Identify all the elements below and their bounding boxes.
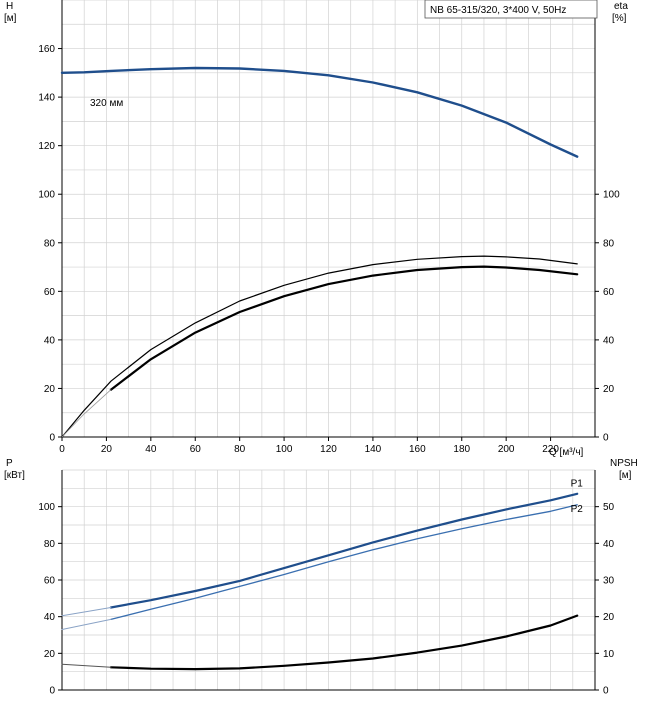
chart-title-box [424,0,598,19]
y-left-tick-label: 60 [44,287,56,298]
y-left-tick-label: 100 [38,502,55,513]
x-tick-label: 120 [320,444,337,455]
y-left-tick-label: 0 [49,686,55,697]
y-right-tick-label: 50 [603,502,615,513]
y-left-tick-label: 60 [44,576,56,587]
y-right-tick-label: 20 [603,612,615,623]
y-right-tick-label: 100 [603,190,620,201]
y-right-tick-label: 10 [603,649,615,660]
x-tick-label: 0 [59,444,65,455]
x-tick-label: 180 [453,444,470,455]
series-line [60,66,579,158]
bottom-chart-ticks: 0 20 40 60 80 100 0 10 20 30 40 50 [38,502,614,696]
series-line [110,504,578,621]
y-left-tick-label: 40 [44,335,56,346]
series-line [61,663,112,668]
y-right-tick-label: 0 [603,686,609,697]
x-tick-label: 80 [234,444,246,455]
bottom-chart-curves: P1 P2 [61,479,584,671]
top-y-left-unit: [м] [4,13,17,24]
y-left-tick-label: 120 [38,141,55,152]
chart-title: NB 65-315/320, 3*400 V, 50Hz [430,5,566,16]
top-chart-grid [61,0,596,438]
series-line [109,614,579,671]
top-y-right-label: eta [614,1,628,12]
bottom-y-right-unit: [м] [619,470,632,481]
y-left-tick-label: 0 [49,433,55,444]
y-left-tick-label: 100 [38,190,55,201]
series-label: P1 [571,479,584,490]
top-y-right-unit: [%] [612,13,627,24]
y-left-tick-label: 160 [38,44,55,55]
y-right-tick-label: 0 [603,433,609,444]
series-label: P2 [571,504,584,515]
x-tick-label: 220 [542,444,559,455]
series-line [109,265,579,391]
y-right-tick-label: 40 [603,539,615,550]
y-left-tick-label: 80 [44,539,56,550]
y-left-tick-label: 80 [44,238,56,249]
top-chart-ticks: 0 20 40 60 80 100 120 140 160 0 20 40 60 80 100 0 20 40 60… [38,44,620,455]
y-left-tick-label: 20 [44,649,56,660]
x-tick-label: 200 [498,444,515,455]
bottom-y-left-label: P [6,458,13,469]
bottom-y-left-unit: [кВт] [4,470,25,481]
series-line [109,492,579,609]
top-chart-curves [60,66,579,438]
series-line [61,389,112,438]
x-tick-label: 60 [190,444,202,455]
x-tick-label: 160 [409,444,426,455]
x-tick-label: 140 [365,444,382,455]
series-line [61,607,112,617]
bottom-chart-grid [61,469,596,691]
y-left-tick-label: 20 [44,384,56,395]
y-right-tick-label: 80 [603,238,615,249]
x-tick-label: 100 [276,444,293,455]
y-right-tick-label: 60 [603,287,615,298]
x-tick-label: 20 [101,444,113,455]
y-left-tick-label: 40 [44,612,56,623]
y-right-tick-label: 40 [603,335,615,346]
top-x-axis-label: Q [м³/ч] [549,447,584,458]
top-y-left-label: H [6,1,13,12]
y-right-tick-label: 20 [603,384,615,395]
curve-label-320: 320 мм [90,98,123,109]
series-line [61,255,578,438]
bottom-y-right-label: NPSH [610,458,638,469]
series-line [61,618,112,630]
y-right-tick-label: 30 [603,576,615,587]
y-left-tick-label: 140 [38,93,55,104]
x-tick-label: 40 [145,444,157,455]
